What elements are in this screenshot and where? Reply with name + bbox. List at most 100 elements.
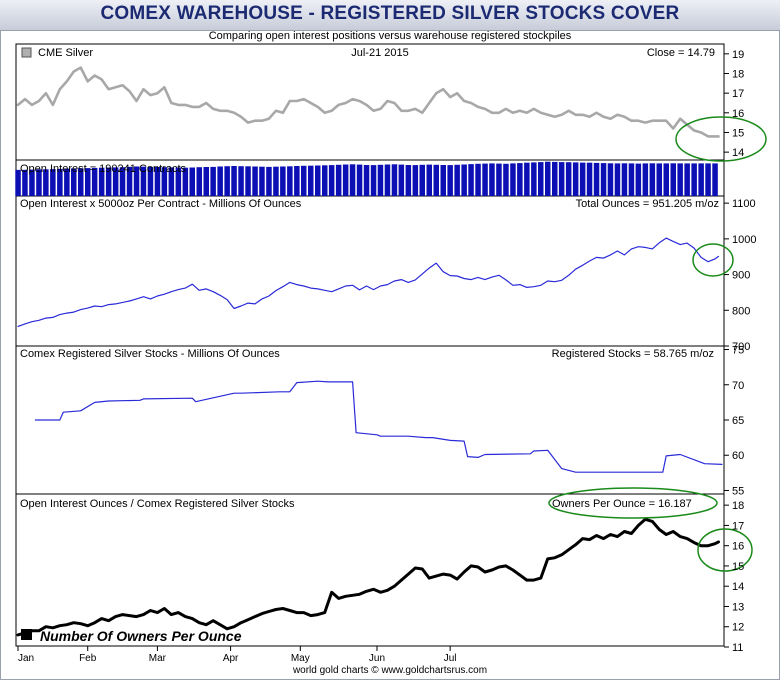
open-interest-bar (656, 163, 662, 196)
open-interest-bar (301, 165, 307, 196)
open-interest-bar (238, 166, 244, 196)
open-interest-bar (119, 167, 126, 196)
open-interest-bar (517, 163, 523, 196)
owners-per-ounce-series-line (16, 517, 720, 637)
y-tick-label-price-17: 17 (732, 88, 744, 100)
open-interest-bar (600, 163, 607, 196)
footer-credit: world gold charts © www.goldchartsrus.co… (292, 665, 487, 676)
open-interest-bar (503, 163, 509, 196)
open-interest-bar (266, 166, 272, 196)
y-tick-label-oi_ounces-1100: 1100 (732, 198, 756, 210)
open-interest-bar (405, 165, 412, 196)
x-tick-label-Jun: Jun (369, 653, 385, 664)
open-interest-bar (433, 164, 439, 196)
open-interest-bar (419, 164, 425, 196)
open-interest-bar (335, 164, 342, 196)
close-value-label: Close = 14.79 (647, 47, 715, 59)
total-ounces-label: Total Ounces = 951.205 m/oz (576, 198, 719, 210)
open-interest-bar (328, 165, 335, 196)
open-interest-bar (593, 162, 600, 196)
open-interest-bar (273, 166, 279, 196)
open-interest-bar (36, 169, 42, 196)
y-tick-label-owners_per_ounce-18: 18 (732, 500, 744, 512)
open-interest-bar (677, 163, 683, 196)
highlight-ellipse-owners (697, 528, 753, 572)
y-tick-label-owners_per_ounce-14: 14 (732, 581, 744, 593)
open-interest-bar (315, 165, 321, 196)
open-interest-bar (398, 164, 405, 196)
open-interest-bar (447, 165, 453, 196)
x-tick-label-Jul: Jul (444, 653, 457, 664)
y-tick-label-owners_per_ounce-11: 11 (732, 642, 743, 654)
open-interest-bar (524, 162, 530, 196)
chart-subtitle: Comparing open interest positions versus… (208, 30, 572, 42)
panel-frame-owners_per_ounce (15, 493, 725, 647)
y-tick-label-registered-75: 75 (732, 345, 744, 357)
open-interest-bar (224, 166, 230, 196)
open-interest-bar (98, 167, 105, 196)
open-interest-bar (78, 168, 84, 196)
y-tick-label-owners_per_ounce-13: 13 (732, 601, 744, 613)
open-interest-bar (454, 164, 460, 196)
open-interest-bar (426, 164, 432, 196)
open-interest-bar (245, 166, 251, 196)
highlight-ellipse-price (675, 116, 767, 162)
y-tick-label-registered-65: 65 (732, 415, 744, 427)
open-interest-bar (50, 169, 56, 196)
panel-frame-price (15, 43, 725, 161)
open-interest-bar (356, 164, 363, 196)
open-interest-bar (572, 162, 579, 196)
open-interest-bar (552, 161, 558, 196)
open-interest-bar (196, 167, 202, 196)
open-interest-label: Open Interest = 190241 Contracts (20, 163, 187, 175)
open-interest-bar (621, 163, 628, 196)
open-interest-bar (349, 164, 356, 196)
open-interest-bar (579, 162, 586, 196)
open-interest-bar (203, 167, 209, 196)
y-tick-label-price-14: 14 (732, 147, 744, 159)
owners-legend-swatch (21, 629, 32, 640)
open-interest-bar (628, 163, 635, 196)
y-tick-label-price-16: 16 (732, 108, 744, 120)
open-interest-bar (342, 164, 349, 196)
open-interest-bar (440, 165, 446, 196)
y-tick-label-price-15: 15 (732, 127, 744, 139)
open-interest-bar (684, 163, 690, 196)
y-tick-label-owners_per_ounce-17: 17 (732, 520, 744, 532)
open-interest-bar (607, 163, 614, 196)
open-interest-bar (510, 163, 516, 196)
open-interest-bar (168, 167, 175, 196)
open-interest-bar (133, 166, 140, 196)
price-legend-label: CME Silver (38, 47, 93, 59)
open-interest-bar (691, 163, 697, 196)
y-tick-label-price-19: 19 (732, 49, 744, 61)
open-interest-bar (531, 162, 537, 196)
owners-per-ounce-label: Open Interest Ounces / Comex Registered … (20, 498, 295, 510)
open-interest-bar (154, 167, 161, 196)
x-tick-label-Apr: Apr (223, 653, 239, 664)
open-interest-bar (370, 165, 377, 196)
open-interest-bar (252, 166, 258, 196)
y-tick-label-oi_ounces-700: 700 (732, 341, 750, 353)
open-interest-bar (29, 169, 35, 196)
x-tick-label-Mar: Mar (149, 653, 167, 664)
highlight-ellipse-owners-label (548, 487, 718, 519)
panel-frame-registered (15, 345, 725, 495)
open-interest-bar (698, 163, 704, 196)
y-tick-label-owners_per_ounce-16: 16 (732, 541, 744, 553)
open-interest-bar (377, 164, 384, 196)
y-tick-label-oi_ounces-800: 800 (732, 305, 750, 317)
x-tick-label-Jan: Jan (18, 653, 34, 664)
open-interest-bar (635, 163, 642, 196)
open-interest-bar (280, 166, 286, 196)
open-interest-bar (384, 164, 391, 196)
y-tick-label-owners_per_ounce-12: 12 (732, 622, 744, 634)
y-tick-label-price-18: 18 (732, 68, 744, 80)
open-interest-bar (231, 166, 237, 196)
y-tick-label-oi_ounces-1000: 1000 (732, 234, 756, 246)
open-interest-bar (259, 166, 265, 196)
open-interest-bar (363, 165, 370, 196)
open-interest-bar (538, 162, 544, 196)
open-interest-bar (649, 163, 656, 196)
